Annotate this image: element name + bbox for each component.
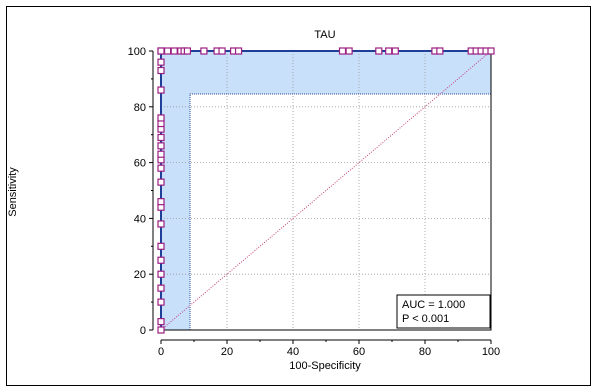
y-tick-label: 60 [134, 158, 146, 170]
x-tick-label: 20 [221, 346, 233, 358]
roc-point-marker [200, 47, 208, 55]
roc-point-marker [157, 326, 165, 334]
roc-point-marker [157, 178, 165, 186]
roc-point-marker [487, 47, 495, 55]
roc-point-marker [157, 133, 165, 142]
p-value-text: P < 0.001 [402, 313, 449, 325]
chart-title: TAU [314, 29, 335, 41]
y-axis-label: Sensitivity [7, 167, 19, 217]
roc-point-marker [157, 198, 165, 206]
y-tick-label: 100 [128, 46, 146, 58]
auc-annotation-box [396, 294, 491, 329]
roc-point-marker [157, 242, 165, 250]
x-tick-label: 60 [353, 346, 365, 358]
roc-point-marker [338, 47, 347, 55]
roc-point-marker [157, 86, 165, 94]
confidence-lower-bound [189, 93, 491, 330]
y-tick-label: 40 [134, 213, 146, 225]
roc-point-marker [234, 47, 243, 55]
confidence-band [161, 51, 491, 330]
reference-line [160, 50, 492, 331]
roc-point-marker [157, 270, 165, 278]
y-tick-label: 80 [134, 102, 146, 114]
roc-point-marker [157, 150, 165, 158]
roc-point-marker [375, 47, 383, 55]
y-tick-label: 0 [140, 325, 146, 337]
roc-point-marker [183, 47, 191, 55]
x-tick-label: 40 [287, 346, 299, 358]
x-tick-label: 0 [158, 346, 164, 358]
roc-point-marker [164, 47, 172, 55]
roc-point-marker [157, 164, 165, 172]
roc-point-marker [157, 66, 165, 75]
y-tick-label: 20 [134, 269, 146, 281]
roc-point-marker [391, 47, 399, 55]
roc-point-marker [157, 58, 165, 66]
roc-point-marker [157, 284, 165, 292]
roc-point-marker [157, 114, 165, 122]
x-axis-label: 100-Specificity [289, 360, 361, 372]
roc-point-marker [157, 318, 165, 326]
roc-point-marker [345, 47, 353, 55]
roc-point-marker [157, 256, 165, 264]
roc-point-marker [157, 47, 165, 55]
roc-point-marker [385, 47, 393, 55]
roc-point-marker [157, 298, 165, 306]
x-tick-label: 100 [482, 346, 500, 358]
roc-point-marker [218, 47, 226, 55]
roc-point-marker [436, 47, 444, 55]
auc-value-text: AUC = 1.000 [402, 299, 465, 311]
roc-point-marker [157, 220, 165, 228]
roc-point-marker [157, 142, 165, 150]
roc-point-marker [170, 47, 178, 55]
x-tick-label: 80 [419, 346, 431, 358]
